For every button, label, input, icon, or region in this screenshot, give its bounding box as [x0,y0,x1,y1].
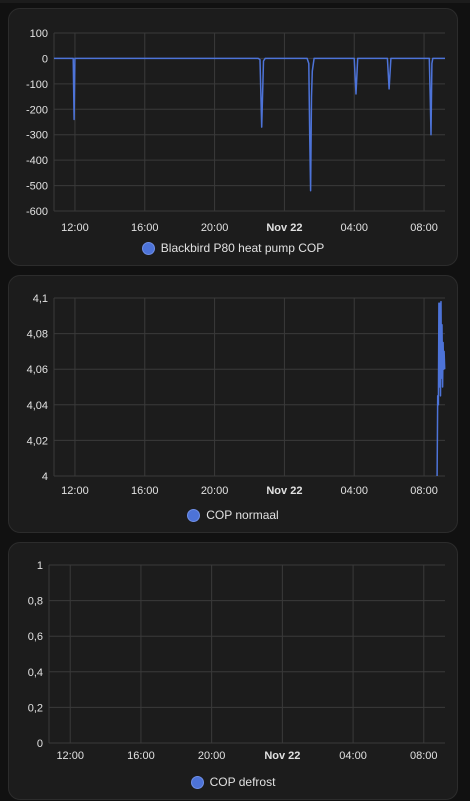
legend-label: COP defrost [209,775,276,789]
y-tick-label: 4,02 [27,435,48,447]
legend-color-dot [187,508,201,522]
x-tick-label: 20:00 [201,485,229,497]
y-tick-label: 4 [42,471,48,483]
y-tick-label: 1 [37,560,43,572]
legend-label: Blackbird P80 heat pump COP [160,241,325,255]
legend[interactable]: COP defrost [9,775,457,789]
top-bar [0,0,470,3]
y-tick-label: 100 [30,28,48,40]
x-tick-label: 04:00 [340,485,368,497]
x-tick-label: 20:00 [198,750,226,762]
y-tick-label: -200 [26,104,48,116]
chart-card-heat-pump-cop: 100 0 -100 -200 -300 -400 -500 -600 12:00 16:00 20… [8,8,458,266]
x-tick-label: 04:00 [339,750,367,762]
y-tick-label: 0,2 [28,702,43,714]
x-tick-label: 12:00 [61,222,89,234]
legend[interactable]: COP normaal [9,508,457,522]
legend-color-dot [141,241,155,255]
y-tick-label: 0 [42,53,48,65]
y-tick-label: 0,4 [28,667,43,679]
legend-color-dot [190,775,204,789]
y-tick-label: -600 [26,206,48,218]
y-tick-label: -100 [26,79,48,91]
series-line[interactable] [54,57,445,192]
y-tick-label: 4,08 [27,329,48,341]
x-tick-label: 08:00 [410,485,438,497]
y-tick-label: 4,06 [27,364,48,376]
x-tick-label: 16:00 [127,750,155,762]
x-tick-label: Nov 22 [264,750,300,762]
y-tick-label: -300 [26,130,48,142]
x-tick-label: Nov 22 [266,485,302,497]
chart-cop-defrost: 1 0,8 0,6 0,4 0,2 0 12:00 16:00 20:00 Nov 22 04:00… [28,560,445,762]
x-tick-label: 08:00 [410,222,438,234]
series-line[interactable] [436,300,446,477]
y-tick-label: 0,6 [28,631,43,643]
chart-heat-pump-cop: 100 0 -100 -200 -300 -400 -500 -600 12:00 16:00 20… [26,28,445,234]
y-tick-label: -500 [26,181,48,193]
y-tick-label: 0 [37,738,43,750]
y-tick-label: 0,8 [28,596,43,608]
chart-cop-normaal: 4,1 4,08 4,06 4,04 4,02 4 12:00 16:00 20:00 Nov 2… [27,293,446,497]
x-tick-label: 04:00 [340,222,368,234]
x-tick-label: 12:00 [61,485,89,497]
x-tick-label: 12:00 [56,750,84,762]
x-tick-label: 16:00 [131,222,159,234]
chart-card-cop-normaal: 4,1 4,08 4,06 4,04 4,02 4 12:00 16:00 20:00 Nov 2… [8,275,458,533]
y-tick-label: 4,1 [33,293,48,305]
x-tick-label: 16:00 [131,485,159,497]
y-tick-label: 4,04 [27,400,48,412]
x-tick-label: 20:00 [201,222,229,234]
x-tick-label: Nov 22 [266,222,302,234]
y-tick-label: -400 [26,155,48,167]
x-tick-label: 08:00 [410,750,438,762]
legend[interactable]: Blackbird P80 heat pump COP [9,241,457,255]
chart-card-cop-defrost: 1 0,8 0,6 0,4 0,2 0 12:00 16:00 20:00 Nov 22 04:00… [8,542,458,800]
legend-label: COP normaal [206,508,279,522]
